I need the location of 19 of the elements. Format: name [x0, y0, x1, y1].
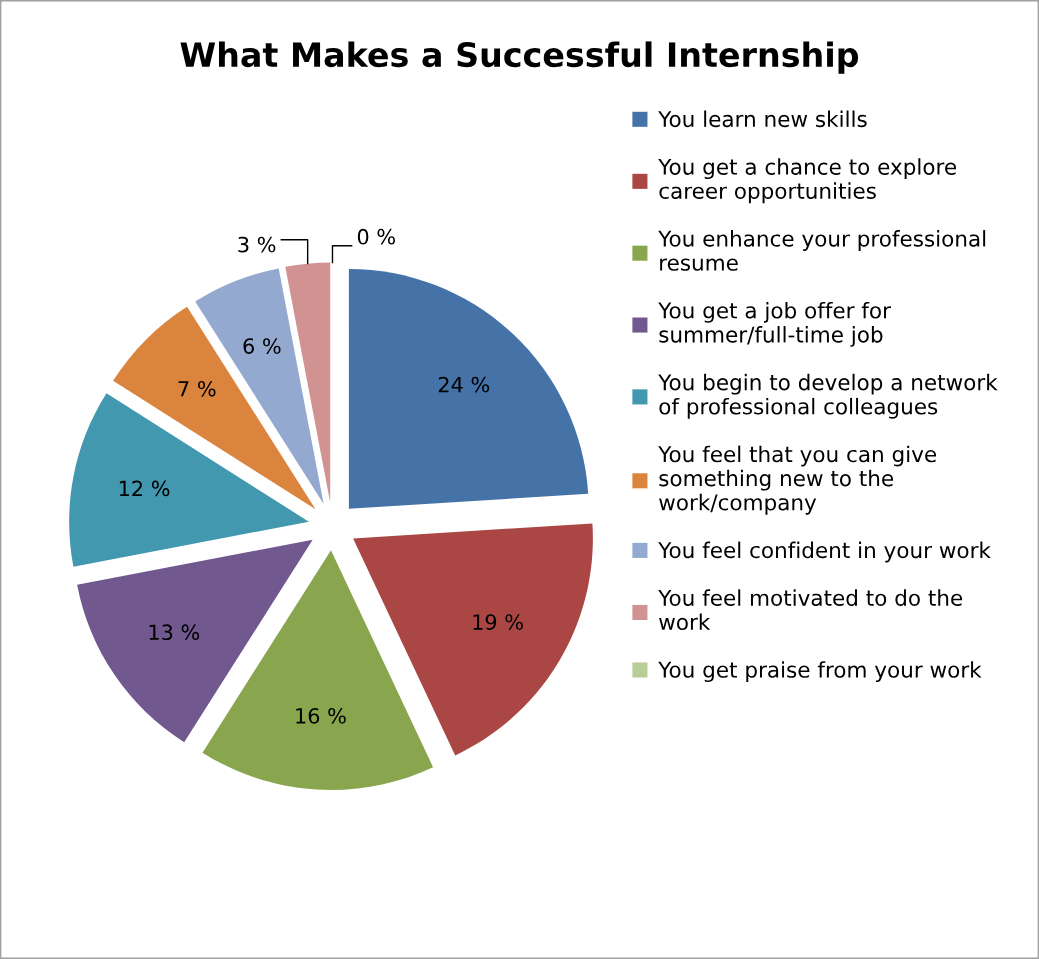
legend-label: You feel motivated to do the work: [658, 589, 963, 631]
legend-label: You enhance your professional resume: [658, 230, 986, 271]
legend-label: You get a chance to explore career opportunities: [658, 158, 956, 204]
legend-label: You feel that you can give something new to the work/company: [658, 445, 937, 515]
legend-label: You feel confident in your work: [658, 541, 991, 563]
data-label: 13 %: [149, 624, 200, 641]
data-label: 16 %: [296, 707, 346, 724]
data-label: 3 %: [238, 236, 276, 253]
legend-label: You get a job offer for summer/full-time job: [658, 301, 891, 347]
legend-label: You begin to develop a network of professional colleagues: [658, 373, 998, 419]
legend-label: You learn new skills: [658, 110, 867, 128]
data-label: 12 %: [119, 480, 170, 497]
data-label: 7 %: [178, 380, 216, 397]
text: 0 %: [357, 228, 395, 245]
data-label: 19 %: [473, 614, 523, 630]
data-label: 24 %: [438, 376, 490, 393]
data-label: 6 %: [243, 338, 281, 354]
chart-title: What Makes a Successful Internship: [180, 41, 859, 74]
legend-label: You get praise from your work: [658, 661, 982, 683]
